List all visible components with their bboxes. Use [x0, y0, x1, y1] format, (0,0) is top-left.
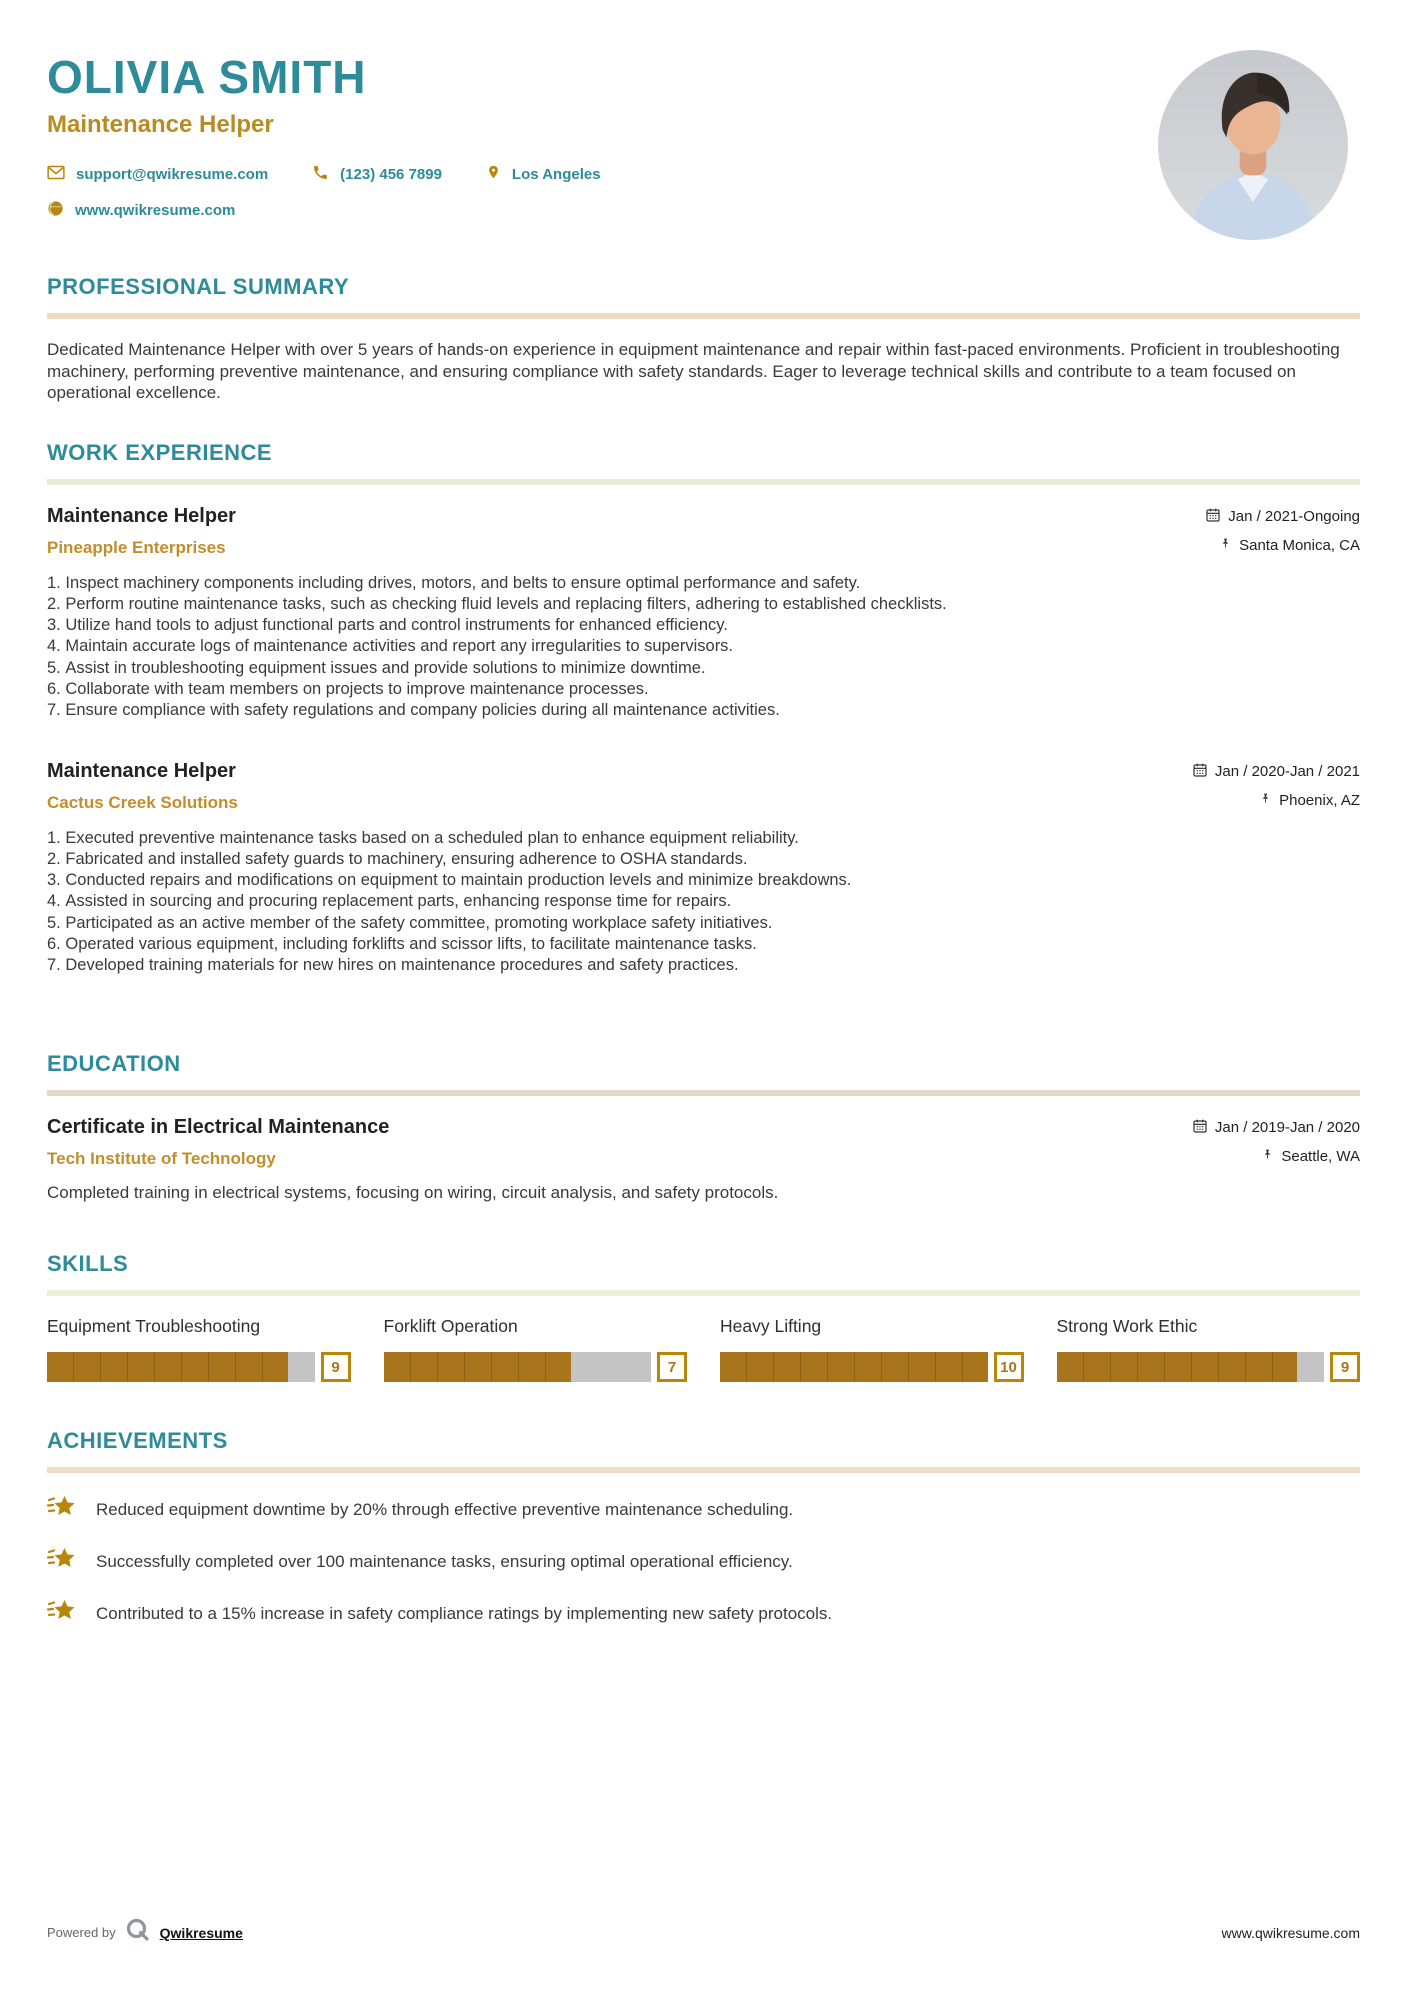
location-item: Los Angeles [486, 163, 601, 185]
achievement-text: Successfully completed over 100 maintena… [96, 1551, 793, 1571]
skill-name: Forklift Operation [383, 1316, 518, 1337]
bullet: Participated as an active member of the … [47, 913, 1360, 934]
work-entry-dates: Jan / 2021-Ongoing [1205, 507, 1360, 527]
calendar-icon [1205, 507, 1221, 527]
work-entry-title: Maintenance Helper [47, 504, 236, 527]
education-location: Seattle, WA [1261, 1147, 1360, 1167]
website-link[interactable]: www.qwikresume.com [47, 200, 235, 221]
pushpin-icon [1219, 536, 1232, 556]
section-achievements: ACHIEVEMENTS Reduced equipment downtime … [46, 1428, 1360, 1649]
section-divider [47, 1290, 1360, 1297]
work-entry-bullets: Executed preventive maintenance tasks ba… [47, 828, 1360, 977]
education-heading: EDUCATION [47, 1050, 181, 1076]
achievement-text: Reduced equipment downtime by 20% throug… [96, 1499, 794, 1519]
bullet: Assisted in sourcing and procuring repla… [47, 891, 1360, 912]
bullet: Utilize hand tools to adjust functional … [47, 615, 1360, 636]
bullet: Maintain accurate logs of maintenance ac… [47, 636, 1360, 657]
section-skills: SKILLS Equipment Troubleshooting 9 Forkl… [47, 1251, 1360, 1383]
skill-bar [720, 1352, 988, 1383]
globe-icon [47, 200, 64, 221]
powered-by-label: Powered by [47, 1925, 116, 1940]
work-entry-title: Maintenance Helper [47, 759, 236, 782]
location-pin-icon [486, 163, 501, 185]
bullet: Conducted repairs and modifications on e… [47, 870, 1360, 891]
skill-item: Heavy Lifting 10 [720, 1316, 1024, 1383]
education-entry: Certificate in Electrical Maintenance Te… [47, 1116, 1360, 1204]
education-description: Completed training in electrical systems… [47, 1182, 779, 1202]
skill-bar [47, 1352, 315, 1383]
work-entry-location: Santa Monica, CA [1219, 536, 1360, 556]
resume-header: OLIVIA SMITH Maintenance Helper support@… [47, 50, 1360, 240]
shooting-star-icon [46, 1493, 79, 1526]
email-link[interactable]: support@qwikresume.com [47, 163, 268, 185]
candidate-job-title: Maintenance Helper [47, 111, 274, 138]
bullet: Inspect machinery components including d… [47, 573, 1360, 594]
section-education: EDUCATION Certificate in Electrical Main… [47, 1051, 1360, 1210]
calendar-icon [1192, 1118, 1208, 1138]
section-divider [47, 1089, 1360, 1096]
skill-score-badge: 10 [993, 1352, 1024, 1383]
achievements-heading: ACHIEVEMENTS [47, 1428, 228, 1454]
skill-item: Forklift Operation 7 [383, 1316, 687, 1383]
education-school: Tech Institute of Technology [47, 1148, 276, 1168]
section-divider [47, 478, 1360, 485]
skill-name: Strong Work Ethic [1056, 1316, 1198, 1337]
achievement-item: Reduced equipment downtime by 20% throug… [46, 1493, 1360, 1526]
work-entry-company: Pineapple Enterprises [47, 537, 226, 557]
work-entry-dates: Jan / 2020-Jan / 2021 [1192, 762, 1360, 782]
skill-bar [1056, 1352, 1324, 1383]
skills-heading: SKILLS [47, 1251, 129, 1277]
page-footer: Powered by Qwikresume www.qwikresume.com [47, 1917, 1360, 1948]
skill-item: Equipment Troubleshooting 9 [47, 1316, 351, 1383]
work-entry-bullets: Inspect machinery components including d… [47, 573, 1360, 722]
achievement-text: Contributed to a 15% increase in safety … [96, 1603, 833, 1623]
work-entry-company: Cactus Creek Solutions [47, 792, 238, 812]
skill-name: Equipment Troubleshooting [47, 1316, 261, 1337]
qwikresume-logo [125, 1917, 151, 1948]
work-entry-location: Phoenix, AZ [1259, 791, 1360, 811]
skill-score-badge: 9 [320, 1352, 351, 1383]
calendar-icon [1192, 762, 1208, 782]
qwikresume-link[interactable]: Qwikresume [159, 1924, 243, 1941]
section-divider [47, 313, 1360, 319]
bullet: Assist in troubleshooting equipment issu… [47, 658, 1360, 679]
work-heading: WORK EXPERIENCE [47, 439, 273, 465]
achievement-item: Successfully completed over 100 maintena… [46, 1545, 1360, 1578]
contact-info: support@qwikresume.com (123) 456 7899 Lo… [47, 163, 601, 221]
bullet: Ensure compliance with safety regulation… [47, 700, 1360, 721]
candidate-name: OLIVIA SMITH [47, 51, 367, 103]
skill-item: Strong Work Ethic 9 [1056, 1316, 1360, 1383]
phone-icon [312, 164, 329, 185]
skills-grid: Equipment Troubleshooting 9 Forklift Ope… [47, 1316, 1360, 1383]
bullet: Collaborate with team members on project… [47, 679, 1360, 700]
phone-link[interactable]: (123) 456 7899 [312, 163, 442, 185]
pushpin-icon [1261, 1147, 1274, 1167]
section-work-experience: WORK EXPERIENCE Maintenance Helper Pinea… [47, 440, 1360, 1007]
skill-bar [383, 1352, 651, 1383]
skill-name: Heavy Lifting [720, 1316, 822, 1337]
header-identity: OLIVIA SMITH Maintenance Helper support@… [47, 50, 601, 221]
work-entry: Maintenance Helper Pineapple Enterprises… [47, 505, 1360, 722]
section-divider [47, 1467, 1360, 1474]
bullet: Operated various equipment, including fo… [47, 934, 1360, 955]
section-professional-summary: PROFESSIONAL SUMMARY Dedicated Maintenan… [47, 274, 1360, 404]
work-entry: Maintenance Helper Cactus Creek Solution… [47, 760, 1360, 977]
shooting-star-icon [46, 1597, 79, 1630]
bullet: Developed training materials for new hir… [47, 955, 1360, 976]
summary-text: Dedicated Maintenance Helper with over 5… [47, 340, 1340, 402]
education-dates: Jan / 2019-Jan / 2020 [1192, 1118, 1360, 1138]
achievement-item: Contributed to a 15% increase in safety … [46, 1597, 1360, 1630]
summary-heading: PROFESSIONAL SUMMARY [47, 274, 350, 299]
footer-website-link[interactable]: www.qwikresume.com [1221, 1924, 1360, 1941]
bullet: Fabricated and installed safety guards t… [47, 849, 1360, 870]
pushpin-icon [1259, 791, 1272, 811]
skill-score-badge: 7 [657, 1352, 687, 1383]
profile-photo [1158, 50, 1348, 240]
education-degree: Certificate in Electrical Maintenance [47, 1115, 390, 1138]
bullet: Perform routine maintenance tasks, such … [47, 594, 1360, 615]
bullet: Executed preventive maintenance tasks ba… [47, 828, 1360, 849]
skill-score-badge: 9 [1330, 1352, 1360, 1383]
envelope-icon [47, 165, 65, 184]
shooting-star-icon [46, 1545, 79, 1578]
